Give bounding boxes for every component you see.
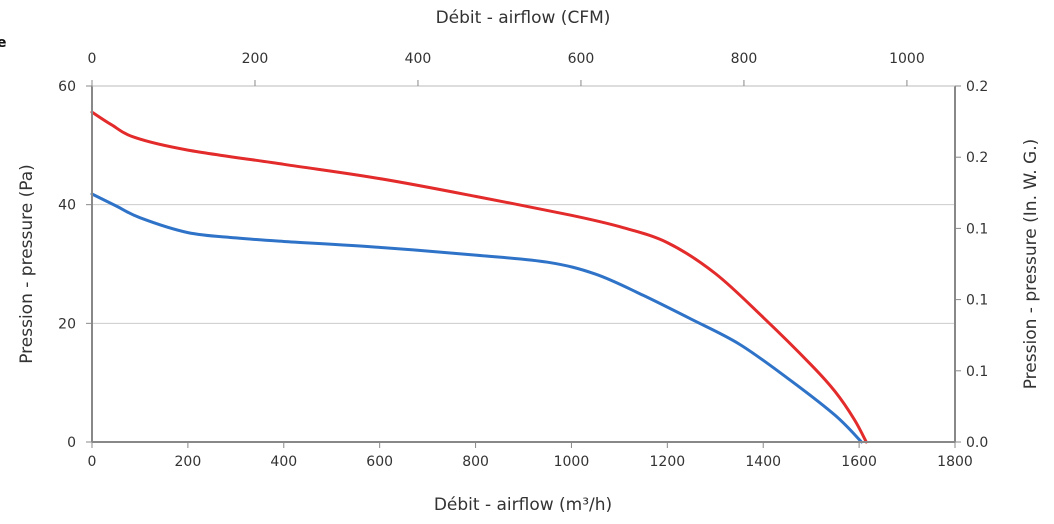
y-tick-label: 20 [58, 316, 76, 332]
x-tick-label: 400 [270, 454, 297, 470]
series-layer [90, 110, 868, 444]
y2-tick-label: 0.1 [966, 364, 988, 380]
y2-tick-label: 0.0 [966, 435, 988, 451]
x-tick-label: 600 [366, 454, 393, 470]
grid-lines [92, 204, 955, 324]
y2-tick-label: 0.2 [966, 150, 988, 166]
tick-marks [86, 80, 961, 448]
corner-mark: e [0, 35, 7, 51]
series-line-1 [90, 110, 868, 444]
y-tick-label: 0 [67, 435, 76, 451]
y2-tick-label: 0.1 [966, 221, 988, 237]
x-tick-label: 0 [88, 454, 97, 470]
x-tick-label: 1000 [554, 454, 590, 470]
x2-tick-label: 400 [405, 51, 432, 67]
x-tick-label: 1400 [745, 454, 781, 470]
x-tick-label: 800 [462, 454, 489, 470]
y-tick-label: 60 [58, 79, 76, 95]
x2-tick-label: 600 [568, 51, 595, 67]
x2-tick-label: 0 [88, 51, 97, 67]
y2-tick-label: 0.2 [966, 79, 988, 95]
x-tick-label: 1800 [937, 454, 973, 470]
left-axis-title: Pression - pressure (Pa) [17, 164, 37, 364]
plot-frame [91, 85, 956, 443]
x-tick-label: 1200 [650, 454, 686, 470]
y2-tick-label: 0.1 [966, 293, 988, 309]
series-line-2 [90, 192, 863, 444]
x2-tick-label: 1000 [889, 51, 925, 67]
x-tick-label: 200 [175, 454, 202, 470]
x2-tick-label: 200 [242, 51, 269, 67]
x2-tick-label: 800 [731, 51, 758, 67]
bottom-axis-title: Débit - airflow (m³/h) [434, 495, 612, 515]
top-axis-title: Débit - airflow (CFM) [436, 8, 611, 28]
right-axis-title: Pression - pressure (In. W. G.) [1021, 139, 1041, 390]
x-tick-label: 1600 [841, 454, 877, 470]
y-tick-label: 40 [58, 198, 76, 214]
